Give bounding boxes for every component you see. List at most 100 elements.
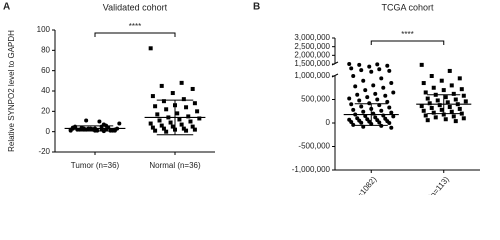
y-tick-label: 3,000,000	[294, 33, 330, 42]
point	[347, 96, 352, 101]
point	[112, 128, 117, 133]
point	[419, 104, 424, 109]
point	[443, 95, 448, 100]
point	[451, 114, 456, 119]
point	[365, 95, 370, 100]
point	[192, 101, 197, 106]
y-tick-label: -1,000,000	[292, 165, 331, 174]
point	[391, 114, 396, 119]
x-tick-label: Tumor (n=1082)	[335, 175, 379, 195]
point	[441, 88, 446, 93]
point	[84, 118, 89, 123]
point	[355, 92, 360, 97]
point	[164, 107, 169, 112]
point	[453, 97, 458, 102]
point	[369, 69, 374, 74]
point	[351, 74, 356, 78]
point	[441, 112, 446, 117]
point	[371, 83, 376, 88]
y-tick-label: 2,500,000	[294, 42, 330, 51]
point	[419, 62, 424, 67]
point	[425, 118, 430, 123]
y-tick-label: 1,000,000	[294, 71, 330, 80]
figure: A Validated cohort Relative SYNPO2 level t…	[3, 2, 480, 195]
point	[373, 115, 378, 120]
point	[431, 85, 436, 90]
point	[181, 126, 186, 131]
x-tick-label: Normal (n=113)	[409, 175, 452, 195]
point	[186, 114, 191, 119]
point	[379, 108, 384, 113]
point	[349, 66, 354, 71]
point	[97, 119, 102, 124]
point	[383, 93, 388, 98]
point	[367, 64, 372, 69]
point	[188, 119, 193, 124]
point	[421, 81, 426, 86]
point	[459, 87, 464, 92]
point	[385, 63, 390, 68]
point	[423, 90, 428, 95]
point	[197, 116, 202, 121]
point	[425, 96, 430, 101]
point	[157, 118, 162, 123]
panel-label: A	[3, 2, 10, 13]
point	[190, 124, 195, 129]
point	[429, 74, 434, 78]
point	[387, 105, 392, 110]
point	[381, 85, 386, 90]
point	[161, 126, 166, 131]
point	[351, 107, 356, 112]
point	[192, 127, 197, 132]
point	[195, 109, 200, 114]
y-tick-label: 0	[46, 127, 51, 136]
point	[170, 124, 175, 129]
y-tick-label: 60	[41, 66, 50, 75]
point	[385, 99, 390, 104]
point	[170, 91, 175, 96]
panel-label: B	[253, 2, 260, 13]
y-tick-label: 40	[41, 86, 50, 95]
y-tick-label: 80	[41, 45, 50, 54]
point	[361, 109, 366, 114]
point	[447, 105, 452, 110]
point	[150, 94, 155, 99]
point	[443, 117, 448, 122]
point	[177, 117, 182, 122]
point	[153, 128, 158, 133]
y-tick-label: 500,000	[301, 95, 330, 104]
point	[168, 120, 173, 125]
point	[427, 101, 432, 106]
point	[351, 122, 356, 127]
point	[439, 78, 444, 83]
point	[349, 120, 354, 125]
point	[459, 111, 464, 116]
point	[363, 88, 368, 93]
point	[457, 76, 462, 81]
point	[457, 106, 462, 111]
y-tick-label: 0	[326, 118, 331, 127]
point	[463, 99, 468, 104]
point	[431, 110, 436, 115]
point	[159, 123, 164, 128]
point	[359, 120, 364, 125]
point	[349, 102, 354, 107]
point	[179, 122, 184, 127]
point	[190, 86, 195, 91]
point	[449, 83, 454, 88]
point	[439, 107, 444, 112]
significance-label: ****	[401, 30, 413, 39]
chart-title: Validated cohort	[103, 2, 168, 12]
point	[148, 46, 153, 51]
point	[379, 76, 384, 81]
chart-title: TCGA cohort	[381, 2, 434, 12]
x-tick-label: Tumor (n=36)	[71, 161, 120, 170]
y-tick-label: 20	[41, 106, 50, 115]
point	[445, 100, 450, 105]
point	[184, 105, 189, 110]
point	[353, 84, 358, 89]
point	[357, 98, 362, 103]
point	[375, 97, 380, 102]
x-tick-label: Normal (n=36)	[149, 161, 201, 170]
significance-bar	[370, 40, 445, 45]
